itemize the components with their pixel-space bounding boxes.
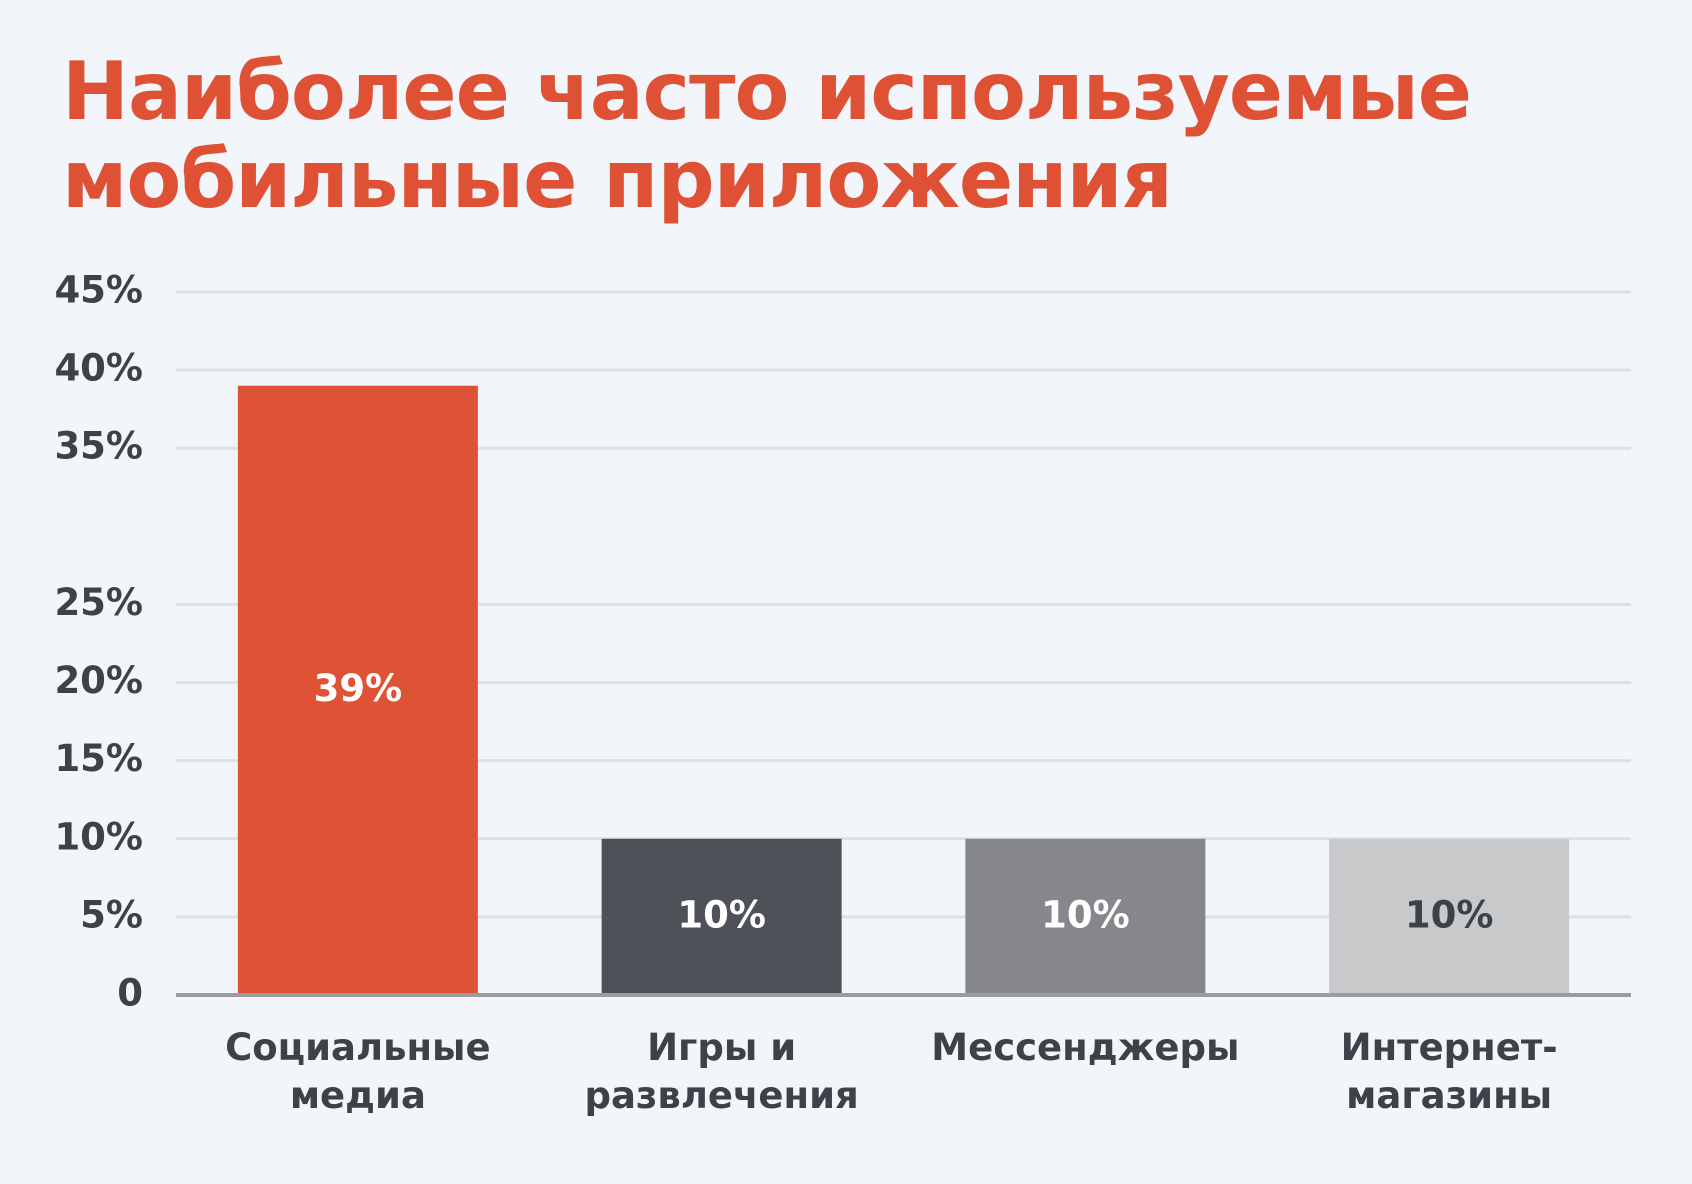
data-label: 10% — [1041, 893, 1130, 936]
x-tick-label: Мессенджеры — [931, 1026, 1240, 1069]
data-label: 10% — [677, 893, 766, 936]
y-tick-label: 40% — [54, 347, 143, 390]
y-tick-label: 0 — [117, 972, 143, 1015]
chart-title: Наиболее часто используемые мобильные пр… — [62, 45, 1472, 226]
y-tick-label: 45% — [54, 269, 143, 312]
data-label: 10% — [1405, 893, 1494, 936]
bar — [965, 838, 1206, 995]
bar — [601, 838, 842, 995]
bar — [1329, 838, 1570, 995]
y-tick-label: 5% — [80, 893, 143, 936]
data-label: 39% — [314, 667, 403, 710]
bar — [237, 385, 478, 995]
y-tick-label: 15% — [54, 737, 143, 780]
y-tick-label: 35% — [54, 425, 143, 468]
y-tick-label: 20% — [54, 659, 143, 702]
x-tick-label: Интернет-магазины — [1340, 1026, 1558, 1117]
x-tick-label: Игры и развлечения — [584, 1026, 859, 1117]
y-tick-label: 25% — [54, 581, 143, 624]
x-tick-label: Социальные медиа — [225, 1026, 491, 1117]
y-tick-label: 10% — [54, 815, 143, 858]
